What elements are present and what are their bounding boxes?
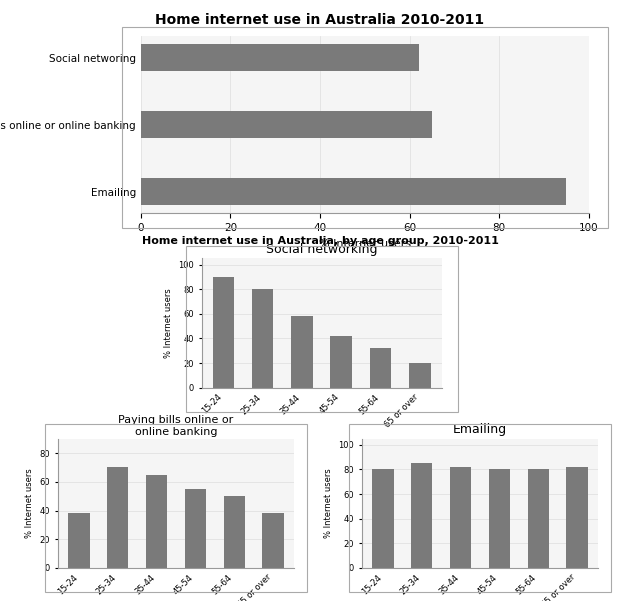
Bar — [212, 277, 234, 388]
Bar — [330, 336, 352, 388]
Bar — [262, 513, 284, 568]
Text: Home internet use in Australia 2010-2011: Home internet use in Australia 2010-2011 — [156, 13, 484, 27]
Bar — [372, 469, 394, 568]
Title: Paying bills online or
online banking: Paying bills online or online banking — [118, 415, 234, 436]
Bar — [450, 467, 471, 568]
Bar — [185, 489, 206, 568]
Bar — [409, 363, 431, 388]
Bar — [370, 348, 392, 388]
Bar — [141, 111, 432, 138]
Bar — [527, 469, 549, 568]
Bar — [68, 513, 90, 568]
Bar — [411, 463, 433, 568]
Y-axis label: % Internet users: % Internet users — [164, 288, 173, 358]
Title: Emailing: Emailing — [453, 423, 507, 436]
Y-axis label: % Internet users: % Internet users — [25, 468, 34, 538]
Text: Home internet use in Australia, by age group, 2010-2011: Home internet use in Australia, by age g… — [141, 236, 499, 246]
Bar — [252, 289, 273, 388]
Bar — [146, 475, 167, 568]
Bar — [566, 467, 588, 568]
Title: Social networking: Social networking — [266, 243, 378, 256]
Bar — [141, 178, 566, 206]
Y-axis label: % Internet users: % Internet users — [324, 468, 333, 538]
Bar — [107, 468, 129, 568]
Bar — [141, 44, 419, 71]
Bar — [223, 496, 245, 568]
Bar — [489, 469, 510, 568]
Bar — [291, 316, 313, 388]
X-axis label: % Internet users: % Internet users — [319, 239, 411, 249]
